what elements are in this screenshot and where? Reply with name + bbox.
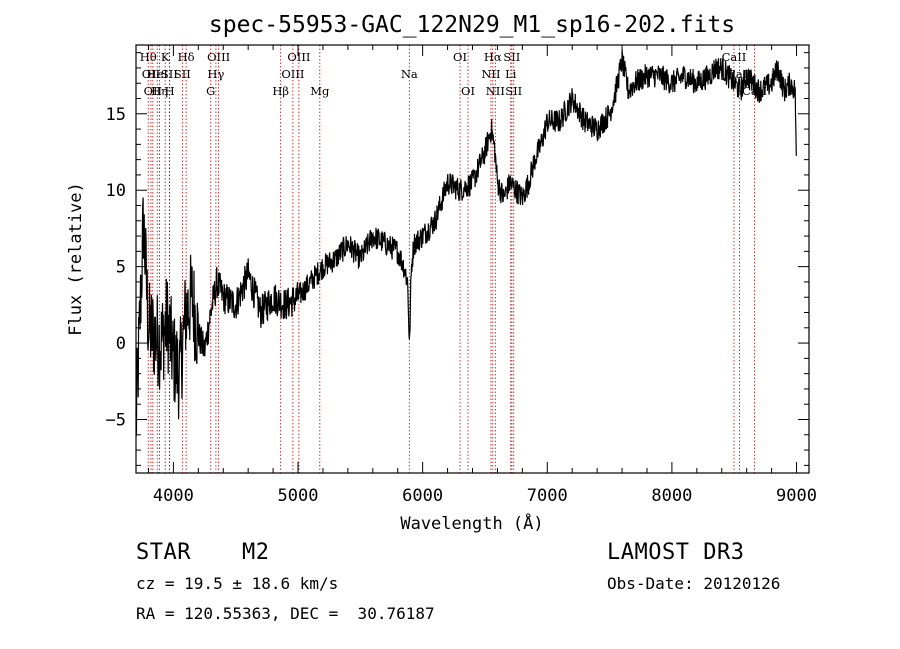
- line-marker-label-23: Li: [505, 67, 517, 81]
- object-class: STAR: [136, 540, 191, 565]
- line-marker-label-19: OI: [461, 84, 475, 98]
- line-marker-label-3: HeI: [146, 67, 167, 81]
- x-tick-label: 5000: [278, 486, 319, 506]
- x-axis-label: Wavelength (Å): [400, 512, 543, 534]
- x-tick-label: 4000: [153, 486, 194, 506]
- line-marker-label-16: Mg: [310, 84, 330, 98]
- line-marker-label-12: OIII: [207, 50, 230, 64]
- line-marker-label-24: SII: [503, 50, 520, 64]
- y-tick-labels: −5 0 5 10 15: [106, 105, 126, 431]
- axis-ticks: [136, 45, 809, 473]
- line-marker-label-26: CaII: [722, 50, 747, 64]
- survey-name: LAMOST DR3: [607, 540, 745, 565]
- line-marker-label-21: Hα: [484, 50, 502, 64]
- x-tick-label: 6000: [402, 486, 443, 506]
- y-tick-label: 15: [106, 105, 126, 125]
- object-subclass: M2: [242, 540, 270, 565]
- plot-frame: [135, 44, 810, 474]
- y-tick-label: 0: [116, 334, 126, 354]
- line-marker-label-13: Hβ: [272, 84, 289, 98]
- y-tick-label: 10: [106, 181, 126, 201]
- line-marker-label-20: NII: [481, 67, 500, 81]
- line-marker-label-4: Hη: [151, 84, 168, 98]
- line-marker-label-14: OIII: [281, 67, 304, 81]
- y-tick-label: 5: [116, 258, 126, 278]
- coordinates-readout: RA = 120.55363, DEC = 30.76187: [136, 604, 435, 623]
- y-tick-label: −5: [106, 411, 126, 431]
- line-marker-label-8: Hδ: [178, 50, 195, 64]
- line-marker-label-17: Na: [401, 67, 418, 81]
- flux-series-line: [135, 49, 797, 436]
- spectral-line-markers: HθOIIOIIHeIHηKSIIHHδSIIGHγOIIIHβOIIIOIII…: [140, 45, 767, 473]
- line-marker-label-22: NII: [486, 84, 505, 98]
- line-marker-label-10: G: [206, 84, 215, 98]
- x-tick-label: 9000: [776, 486, 817, 506]
- x-tick-label: 7000: [527, 486, 568, 506]
- line-marker-label-7: H: [165, 84, 175, 98]
- velocity-readout: cz = 19.5 ± 18.6 km/s: [136, 574, 339, 593]
- x-tick-label: 8000: [651, 486, 692, 506]
- observation-date: Obs-Date: 20120126: [607, 574, 781, 593]
- line-marker-label-5: K: [161, 50, 170, 64]
- line-marker-label-18: OI: [453, 50, 467, 64]
- line-marker-label-15: OIII: [287, 50, 310, 64]
- line-marker-label-9: SII: [174, 67, 191, 81]
- x-tick-labels: 4000 5000 6000 7000 8000 9000: [153, 486, 817, 506]
- y-axis-label: Flux (relative): [66, 182, 86, 336]
- line-marker-label-11: Hγ: [207, 67, 224, 81]
- line-marker-label-0: Hθ: [140, 50, 157, 64]
- chart-title: spec-55953-GAC_122N29_M1_sp16-202.fits: [209, 12, 735, 38]
- line-marker-label-1: OII: [142, 67, 161, 81]
- line-marker-label-25: SII: [505, 84, 522, 98]
